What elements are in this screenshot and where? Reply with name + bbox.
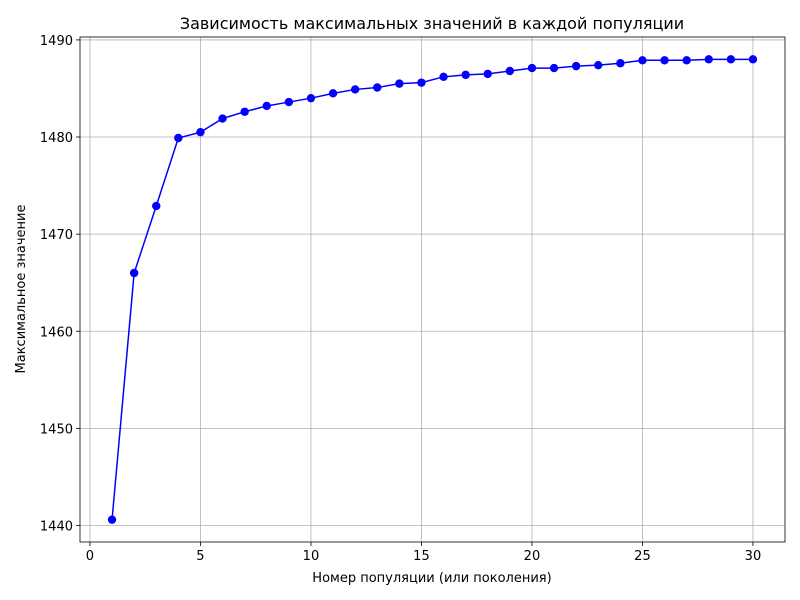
data-point	[461, 70, 470, 80]
x-tick-label: 30	[745, 549, 762, 564]
data-point	[373, 83, 382, 92]
data-point	[483, 69, 492, 79]
y-tick-label: 1480	[40, 131, 73, 146]
series-line	[111, 58, 753, 520]
data-point	[682, 56, 691, 65]
y-tick-label: 1490	[40, 34, 73, 49]
data-point	[174, 133, 183, 143]
data-point	[306, 93, 316, 103]
data-point	[726, 55, 736, 64]
x-tick-label: 5	[196, 549, 204, 564]
axes: 0 5 10 15 20 25 30 1440 1450 1460 1470 1480 1490	[40, 34, 786, 564]
x-tick-label: 10	[303, 549, 320, 564]
data-point	[638, 56, 647, 65]
data-point	[107, 515, 117, 524]
data-point	[417, 78, 426, 87]
data-point	[748, 55, 758, 64]
y-tick-label: 1450	[40, 422, 73, 437]
data-point	[262, 101, 271, 111]
data-point	[284, 97, 294, 107]
series-polyline	[111, 58, 753, 520]
x-axis-label: Номер популяции (или поколения)	[312, 571, 551, 586]
x-tick-label: 25	[634, 549, 651, 564]
y-axis-label: Максимальное значение	[14, 205, 29, 374]
x-tick-label: 15	[413, 549, 430, 564]
data-point	[240, 107, 249, 116]
data-point	[616, 59, 625, 68]
data-point	[350, 85, 360, 94]
x-tick-label: 0	[86, 549, 94, 564]
y-tick-label: 1440	[40, 519, 73, 534]
data-point	[152, 201, 161, 211]
data-point	[395, 79, 404, 88]
data-point	[218, 114, 227, 123]
grid	[80, 37, 785, 542]
data-point	[660, 56, 669, 65]
plot-frame	[79, 36, 786, 543]
data-point	[594, 60, 603, 70]
data-point	[704, 55, 713, 64]
data-point	[439, 72, 448, 82]
data-point	[196, 127, 205, 137]
y-tick-label: 1470	[40, 228, 73, 243]
data-point	[527, 63, 537, 73]
x-tick-label: 20	[524, 549, 541, 564]
data-point	[571, 61, 581, 71]
data-point	[129, 268, 139, 278]
data-point	[505, 66, 515, 76]
y-tick-label: 1460	[40, 325, 73, 340]
chart-title: Зависимость максимальных значений в кажд…	[180, 14, 684, 33]
data-points	[107, 55, 758, 524]
data-point	[549, 63, 559, 73]
data-point	[328, 89, 338, 98]
